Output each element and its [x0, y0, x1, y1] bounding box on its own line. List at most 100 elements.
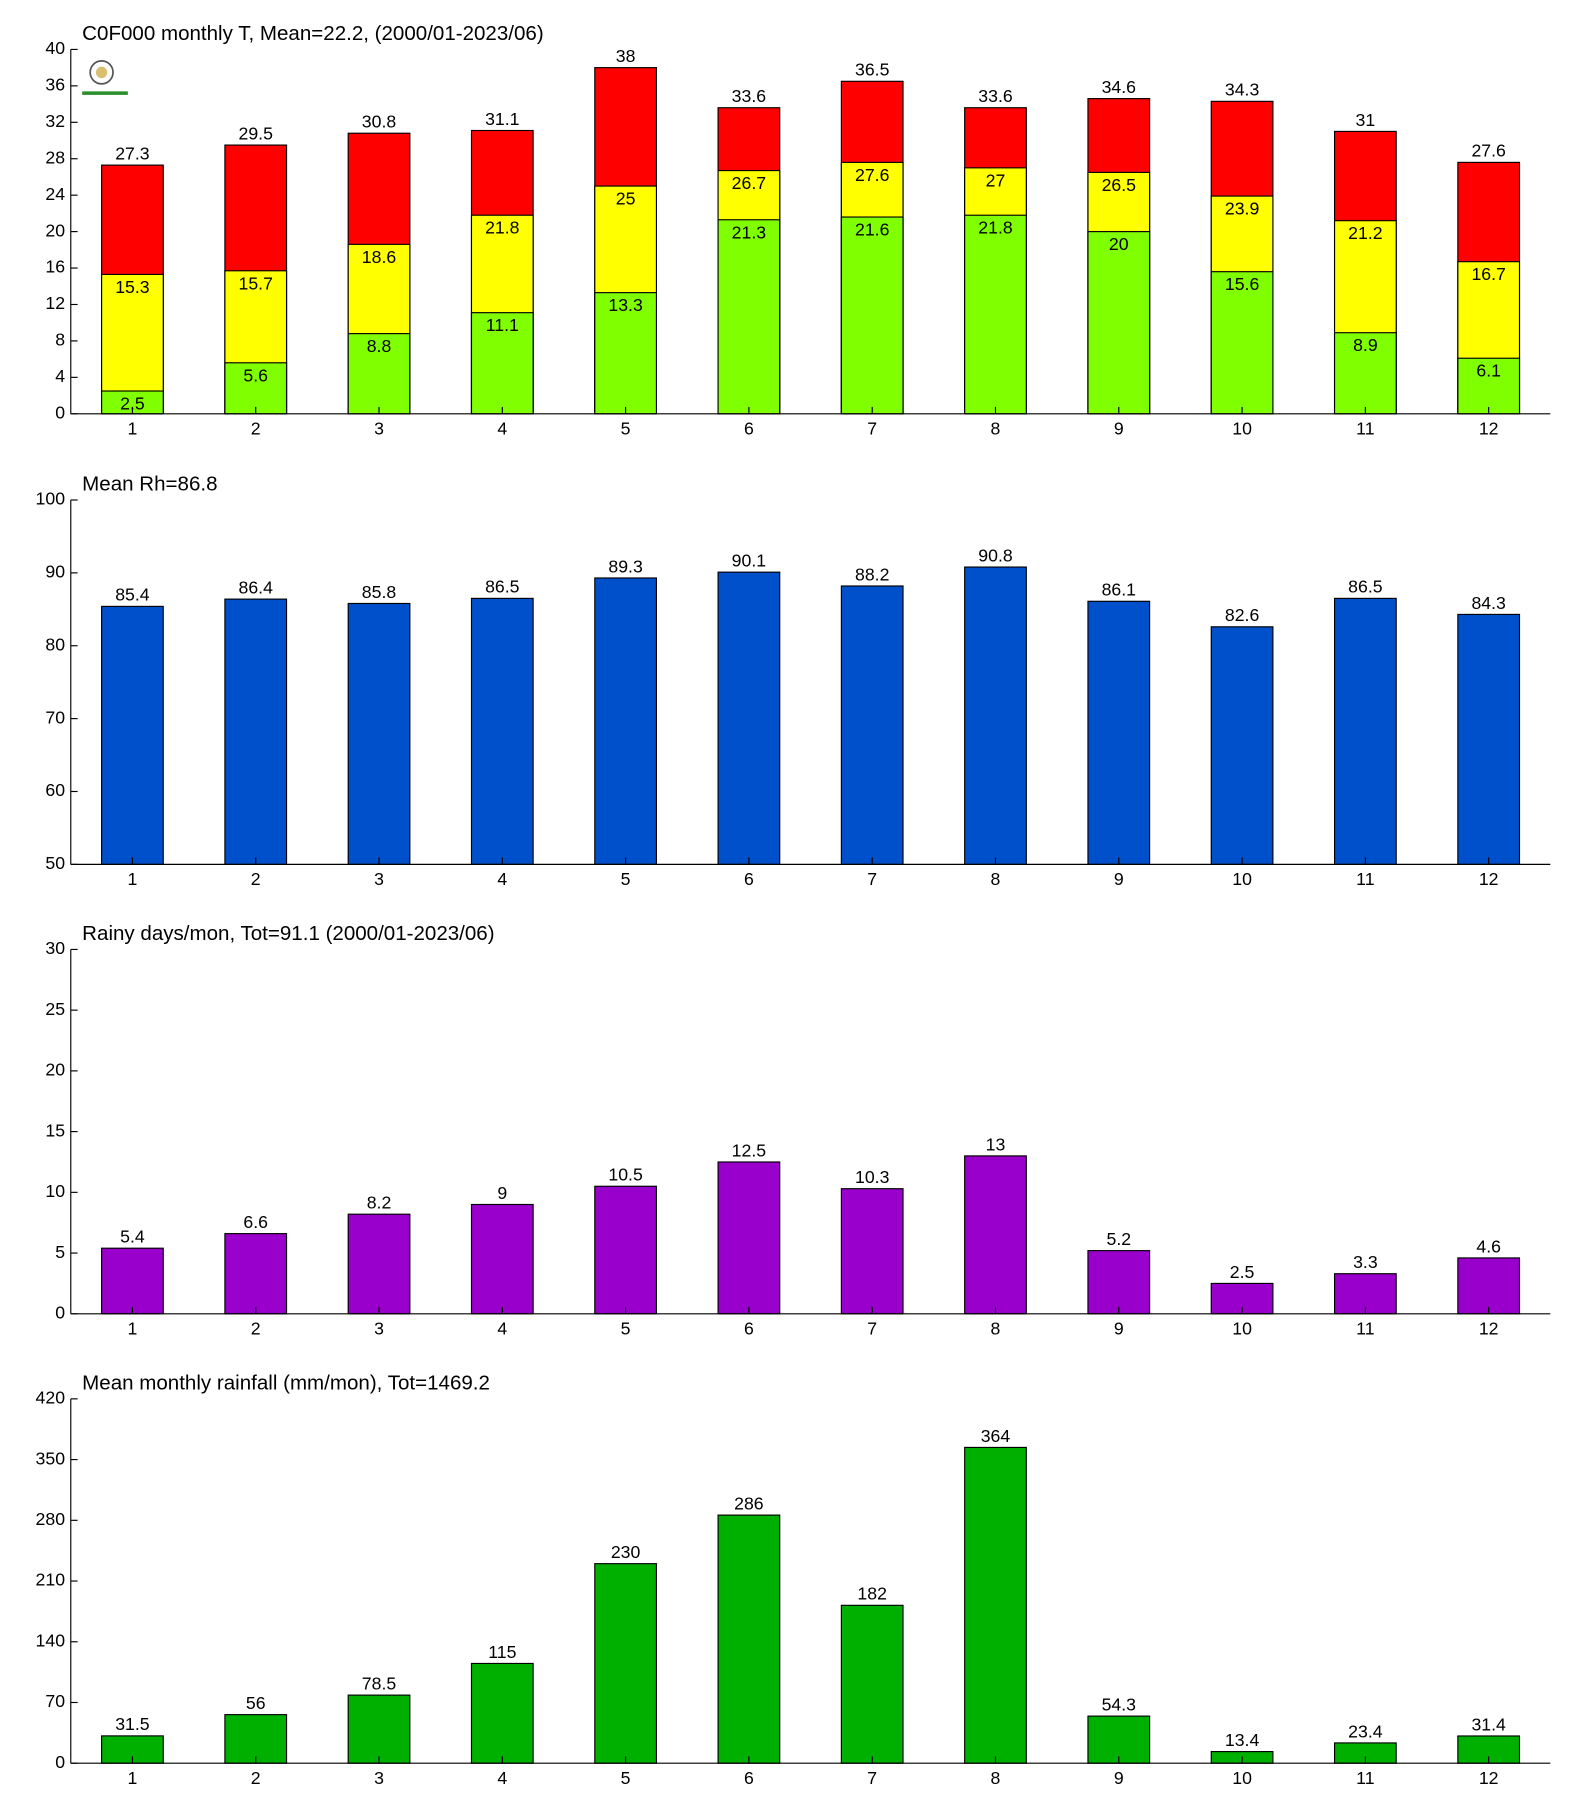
bar	[964, 1155, 1027, 1315]
data-label: 16.7	[1471, 264, 1505, 284]
y-tick-label: 8	[55, 330, 65, 350]
x-tick-label: 5	[621, 1319, 631, 1339]
x-tick-label: 11	[1356, 869, 1374, 889]
x-tick-label: 8	[991, 1319, 1001, 1339]
data-label: 54.3	[1102, 1694, 1137, 1714]
y-tick-label: 15	[45, 1120, 65, 1140]
x-tick-label: 10	[1232, 1319, 1252, 1339]
data-label: 27.6	[1471, 141, 1506, 161]
data-label: 85.8	[362, 582, 397, 602]
bar	[347, 1694, 411, 1764]
y-tick-label: 350	[36, 1448, 66, 1468]
x-tick-label: 8	[991, 1768, 1001, 1788]
y-tick-label: 20	[45, 1060, 65, 1080]
bar	[101, 1247, 164, 1315]
x-tick-label: 9	[1114, 1768, 1124, 1788]
data-label: 88.2	[855, 564, 889, 584]
x-tick-label: 10	[1232, 1768, 1252, 1788]
logo-seal-center	[95, 66, 108, 79]
data-label: 5.2	[1106, 1229, 1131, 1249]
data-label: 5.4	[120, 1227, 145, 1247]
y-tick-label: 28	[45, 147, 65, 167]
data-label: 115	[488, 1642, 516, 1662]
data-label: 10.5	[608, 1165, 643, 1185]
x-tick-label: 1	[128, 1768, 138, 1788]
data-label: 21.8	[485, 218, 520, 238]
bar	[1333, 597, 1397, 865]
data-label: 12.5	[732, 1140, 767, 1160]
bar	[347, 333, 411, 415]
x-tick-label: 12	[1479, 869, 1499, 889]
y-tick-label: 0	[55, 1752, 65, 1772]
x-tick-label: 12	[1479, 1768, 1499, 1788]
data-label: 33.6	[978, 86, 1013, 106]
data-label: 15.3	[115, 277, 150, 297]
data-label: 6.1	[1476, 361, 1501, 381]
chart-title: C0F000 monthly T, Mean=22.2, (2000/01-20…	[82, 22, 543, 45]
x-tick-label: 5	[621, 1768, 631, 1788]
y-tick-label: 36	[45, 75, 65, 95]
x-tick-label: 3	[374, 1768, 384, 1788]
y-tick-label: 80	[45, 634, 65, 654]
data-label: 25	[616, 189, 636, 209]
y-tick-label: 100	[36, 489, 66, 509]
bar	[717, 571, 781, 865]
bar	[224, 362, 288, 415]
data-label: 23.9	[1225, 199, 1260, 219]
y-tick-label: 40	[45, 38, 65, 58]
x-tick-label: 4	[497, 1768, 507, 1788]
bar	[594, 292, 658, 415]
y-tick-label: 70	[45, 1691, 65, 1711]
x-tick-label: 6	[744, 419, 754, 439]
y-tick-label: 20	[45, 220, 65, 240]
data-label: 364	[981, 1426, 1011, 1446]
data-label: 21.8	[978, 218, 1013, 238]
x-tick-label: 9	[1114, 1319, 1124, 1339]
chart-title: Rainy days/mon, Tot=91.1 (2000/01-2023/0…	[82, 922, 494, 945]
bar	[1457, 357, 1521, 415]
y-tick-label: 32	[45, 111, 65, 131]
x-tick-label: 11	[1356, 1768, 1374, 1788]
y-tick-label: 10	[45, 1181, 65, 1201]
x-tick-label: 10	[1232, 419, 1252, 439]
x-tick-label: 6	[744, 1319, 754, 1339]
data-label: 31	[1356, 110, 1376, 130]
y-tick-label: 140	[36, 1630, 66, 1650]
data-label: 34.3	[1225, 80, 1260, 100]
x-tick-label: 2	[251, 1319, 261, 1339]
data-label: 33.6	[732, 86, 767, 106]
x-tick-label: 7	[867, 1768, 877, 1788]
data-label: 84.3	[1471, 593, 1506, 613]
data-label: 86.5	[485, 577, 520, 597]
x-tick-label: 3	[374, 419, 384, 439]
y-tick-label: 4	[55, 366, 65, 386]
x-tick-label: 4	[497, 869, 507, 889]
data-label: 38	[616, 46, 636, 66]
x-tick-label: 4	[497, 419, 507, 439]
bar	[1087, 1250, 1151, 1315]
data-label: 15.7	[239, 273, 273, 293]
data-label: 11.1	[486, 315, 519, 335]
y-tick-label: 70	[45, 707, 65, 727]
data-label: 8.9	[1353, 335, 1378, 355]
data-label: 90.8	[978, 545, 1013, 565]
data-label: 86.1	[1102, 580, 1136, 600]
data-label: 13	[986, 1134, 1006, 1154]
data-label: 78.5	[362, 1673, 397, 1693]
data-label: 18.6	[362, 247, 397, 267]
bar	[717, 1161, 781, 1315]
y-tick-label: 12	[45, 293, 65, 313]
data-label: 15.6	[1225, 274, 1260, 294]
y-tick-label: 60	[45, 780, 65, 800]
x-tick-label: 3	[374, 1319, 384, 1339]
bar	[101, 605, 164, 865]
bar	[470, 1203, 534, 1315]
x-tick-label: 8	[991, 419, 1001, 439]
data-label: 34.6	[1102, 77, 1137, 97]
data-label: 26.7	[732, 173, 766, 193]
data-label: 27.3	[115, 143, 150, 163]
data-label: 20	[1109, 234, 1129, 254]
x-tick-label: 10	[1232, 869, 1252, 889]
data-label: 5.6	[243, 365, 268, 385]
